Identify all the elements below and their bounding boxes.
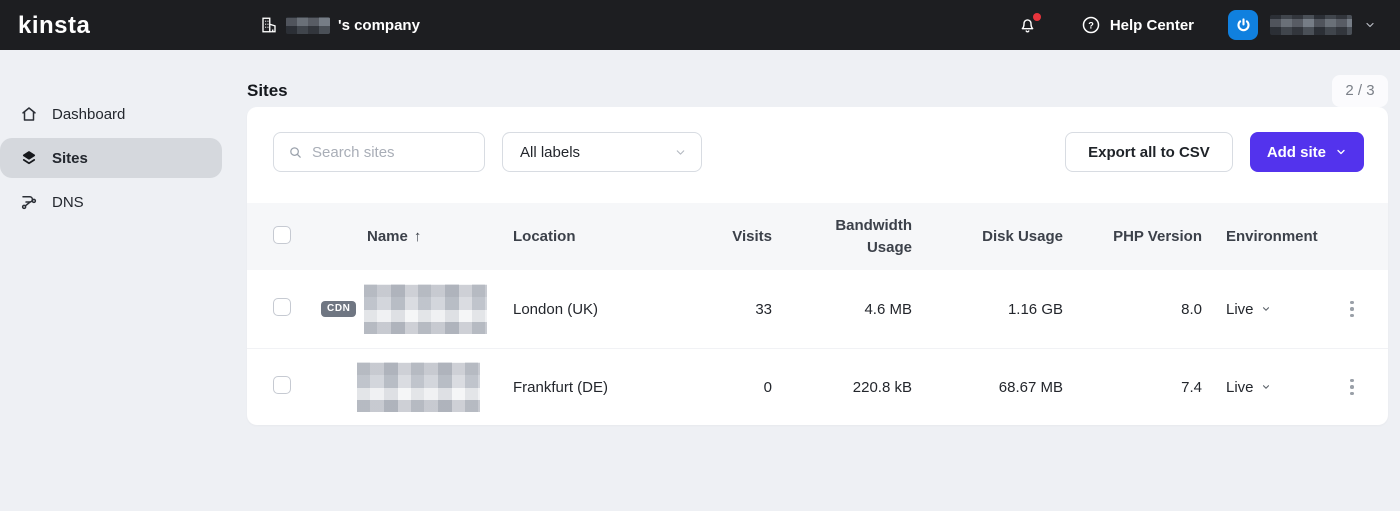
sidebar: Dashboard Sites DNS bbox=[0, 50, 222, 226]
row-actions-menu[interactable] bbox=[1340, 294, 1364, 324]
help-icon: ? bbox=[1081, 15, 1101, 35]
company-selector[interactable]: 's company bbox=[260, 0, 420, 50]
chevron-down-icon bbox=[1364, 19, 1376, 31]
search-box bbox=[273, 132, 485, 172]
help-center-label: Help Center bbox=[1109, 16, 1194, 34]
column-header-disk-usage: Disk Usage bbox=[982, 228, 1063, 245]
layers-icon bbox=[20, 149, 38, 167]
column-header-bandwidth: Bandwidth Usage bbox=[835, 216, 912, 256]
search-icon bbox=[288, 145, 303, 160]
sidebar-item-dns[interactable]: DNS bbox=[0, 182, 222, 222]
table-header-row: Name ↑ Location Visits Bandwidth Usage D… bbox=[247, 203, 1388, 270]
sidebar-item-label: Sites bbox=[52, 149, 88, 167]
sidebar-item-dashboard[interactable]: Dashboard bbox=[0, 94, 222, 134]
column-header-name[interactable]: Name ↑ bbox=[367, 228, 422, 245]
add-site-label: Add site bbox=[1266, 143, 1326, 161]
user-menu[interactable] bbox=[1270, 15, 1376, 35]
topbar: kinsta 's company bbox=[0, 0, 1400, 50]
row-checkbox[interactable] bbox=[273, 376, 291, 394]
chevron-down-icon bbox=[1335, 146, 1347, 158]
sites-toolbar: All labels Export all to CSV Add site bbox=[247, 107, 1388, 203]
pagination-indicator: 2 / 3 bbox=[1332, 74, 1388, 107]
column-header-visits: Visits bbox=[732, 228, 772, 245]
notifications-button[interactable] bbox=[1018, 12, 1041, 35]
row-checkbox[interactable] bbox=[273, 298, 291, 316]
page-title: Sites bbox=[247, 80, 288, 100]
search-input[interactable] bbox=[312, 143, 472, 161]
sidebar-item-sites[interactable]: Sites bbox=[0, 138, 222, 178]
notification-dot bbox=[1032, 12, 1041, 21]
environment-dropdown[interactable]: Live bbox=[1226, 301, 1324, 318]
power-icon bbox=[1235, 17, 1252, 34]
home-icon bbox=[20, 105, 38, 123]
cdn-badge: CDN bbox=[321, 301, 357, 317]
table-row: Frankfurt (DE) 0 220.8 kB 68.67 MB 7.4 L… bbox=[247, 348, 1388, 425]
redacted-username bbox=[1270, 15, 1352, 35]
sort-asc-icon: ↑ bbox=[413, 228, 422, 245]
php-version-cell: 8.0 bbox=[1181, 300, 1202, 318]
chevron-down-icon bbox=[1261, 382, 1271, 392]
sidebar-item-label: Dashboard bbox=[52, 105, 126, 123]
svg-text:?: ? bbox=[1088, 20, 1094, 30]
chevron-down-icon bbox=[674, 146, 687, 159]
user-avatar[interactable] bbox=[1228, 10, 1258, 40]
redacted-company-name bbox=[286, 16, 330, 34]
disk-usage-cell: 68.67 MB bbox=[998, 378, 1063, 396]
chevron-down-icon bbox=[1261, 304, 1271, 314]
row-actions-menu[interactable] bbox=[1340, 372, 1364, 402]
column-header-environment: Environment bbox=[1226, 228, 1318, 245]
labels-filter-dropdown[interactable]: All labels bbox=[502, 132, 702, 172]
environment-dropdown[interactable]: Live bbox=[1226, 379, 1324, 396]
export-csv-button[interactable]: Export all to CSV bbox=[1065, 132, 1233, 172]
sidebar-item-label: DNS bbox=[52, 193, 84, 211]
table-row: CDN London (UK) 33 4.6 MB 1.16 GB 8.0 Li… bbox=[247, 270, 1388, 348]
redacted-site-name[interactable] bbox=[357, 362, 480, 412]
bandwidth-cell: 4.6 MB bbox=[864, 300, 912, 318]
building-icon bbox=[260, 16, 278, 34]
bandwidth-cell: 220.8 kB bbox=[852, 378, 912, 396]
add-site-button[interactable]: Add site bbox=[1249, 132, 1364, 172]
sites-card: All labels Export all to CSV Add site bbox=[247, 107, 1388, 425]
main-content: Sites 2 / 3 All labels bbox=[247, 50, 1388, 425]
php-version-cell: 7.4 bbox=[1181, 378, 1202, 396]
labels-filter-value: All labels bbox=[520, 143, 581, 161]
column-header-location: Location bbox=[513, 228, 576, 245]
company-suffix-label: 's company bbox=[338, 16, 420, 34]
visits-cell: 0 bbox=[763, 378, 772, 396]
redacted-site-name[interactable] bbox=[364, 284, 488, 334]
kinsta-logo[interactable]: kinsta bbox=[18, 12, 91, 39]
location-cell: Frankfurt (DE) bbox=[513, 378, 609, 396]
bell-icon bbox=[1018, 16, 1037, 35]
disk-usage-cell: 1.16 GB bbox=[1007, 300, 1063, 318]
column-header-php-version: PHP Version bbox=[1113, 228, 1202, 245]
dns-route-icon bbox=[20, 193, 38, 211]
help-center-button[interactable]: ? Help Center bbox=[1081, 15, 1194, 35]
visits-cell: 33 bbox=[755, 300, 772, 318]
location-cell: London (UK) bbox=[513, 300, 599, 318]
select-all-checkbox[interactable] bbox=[273, 225, 291, 244]
